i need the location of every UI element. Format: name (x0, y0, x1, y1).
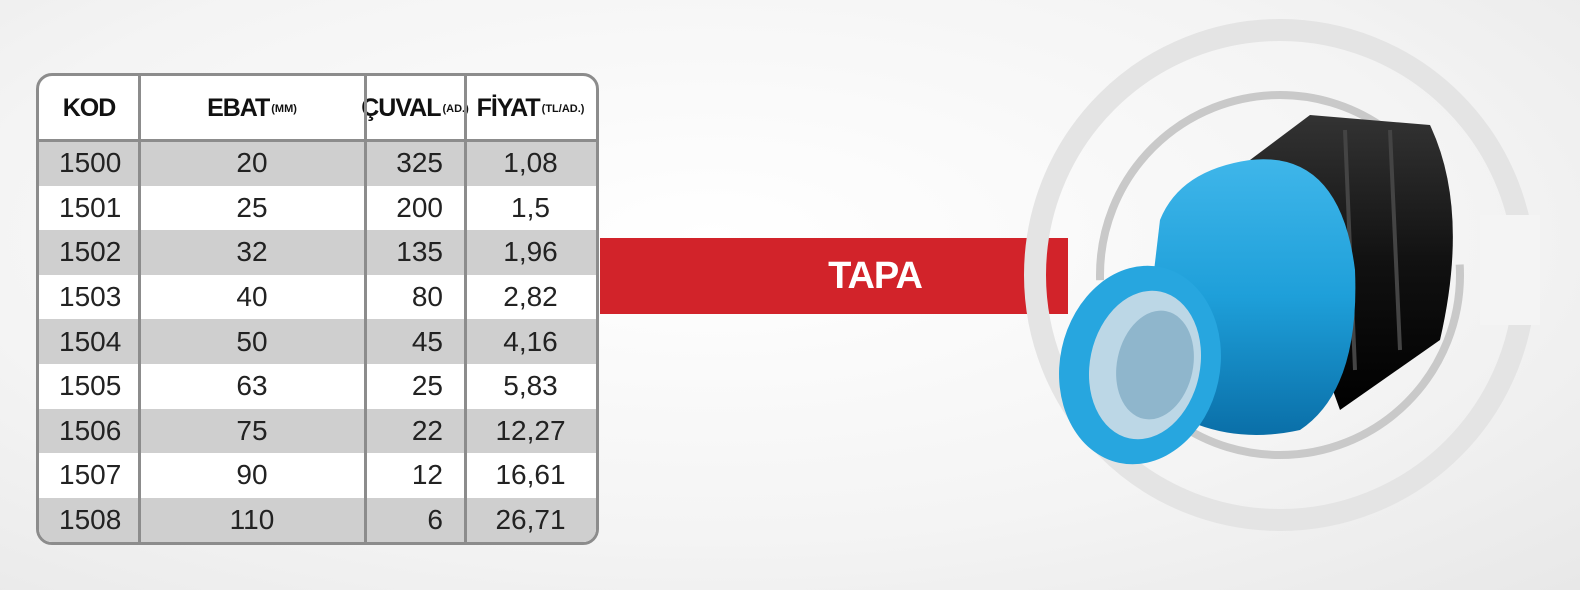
table-cell: 1,96 (503, 236, 558, 268)
table-cell: 325 (396, 147, 443, 179)
header-label: ÇUVAL (361, 94, 441, 122)
column-header: KOD (39, 76, 139, 141)
table-cell: 12 (411, 459, 443, 491)
column-divider (364, 76, 367, 542)
row-shade (39, 319, 596, 364)
table-cell: 22 (411, 414, 443, 446)
table-cell: 135 (396, 236, 443, 268)
table-cell: 40 (236, 281, 268, 313)
table-cell: 5,83 (503, 370, 558, 402)
price-table: 1500 20 325 1,08 1501 25 200 1,5 1502 32 135 1,96 15… (36, 73, 599, 545)
table-cell: 16,61 (495, 459, 566, 491)
header-label: FİYAT (476, 94, 541, 122)
table-cell: 1505 (59, 370, 122, 402)
row-shade (39, 141, 596, 186)
table-cell: 12,27 (495, 414, 566, 446)
header-label: KOD (62, 94, 117, 122)
table-cell: 4,16 (503, 325, 558, 357)
table-cell: 1501 (59, 191, 122, 223)
table-cell: 26,71 (495, 504, 566, 536)
red-banner (600, 238, 1068, 314)
table-cell: 50 (236, 325, 268, 357)
table-cell: 20 (236, 147, 268, 179)
table-cell: 80 (411, 281, 443, 313)
column-divider (138, 76, 141, 542)
header-label: EBAT (207, 94, 270, 122)
table-cell: 1500 (59, 147, 122, 179)
table-cell: 1508 (59, 504, 122, 536)
table-cell: 2,82 (503, 281, 558, 313)
row-shade (39, 497, 596, 542)
column-header: EBAT (MM) (139, 76, 365, 141)
column-header: ÇUVAL (AD.) (361, 76, 469, 141)
table-cell: 1504 (59, 325, 122, 357)
header-unit: (MM) (271, 102, 297, 115)
table-cell: 90 (236, 459, 268, 491)
table-cell: 110 (229, 504, 275, 536)
table-cell: 45 (411, 325, 443, 357)
table-cell: 1,5 (511, 191, 550, 223)
header-unit: (TL/AD.) (541, 102, 585, 115)
table-cell: 25 (411, 370, 443, 402)
row-shade (39, 230, 596, 275)
product-image (1024, 19, 1540, 531)
column-header: FİYAT (TL/AD.) (465, 76, 596, 141)
opening-inner (1116, 310, 1194, 420)
table-cell: 6 (427, 504, 443, 536)
banner-label: TAPA (828, 254, 923, 297)
table-cell: 1506 (59, 414, 122, 446)
header-unit: (AD.) (442, 102, 469, 115)
column-divider (464, 76, 467, 542)
table-cell: 1,08 (503, 147, 558, 179)
table-cell: 75 (236, 414, 268, 446)
table-cell: 1507 (59, 459, 122, 491)
ring-gap (1480, 215, 1540, 325)
row-shade (39, 408, 596, 454)
table-cell: 1502 (59, 236, 122, 268)
table-cell: 200 (396, 191, 443, 223)
header-divider (39, 139, 596, 142)
table-cell: 32 (236, 236, 268, 268)
ring-inner (1096, 91, 1464, 459)
table-cell: 1503 (59, 281, 122, 313)
table-cell: 25 (236, 191, 268, 223)
table-cell: 63 (236, 370, 268, 402)
